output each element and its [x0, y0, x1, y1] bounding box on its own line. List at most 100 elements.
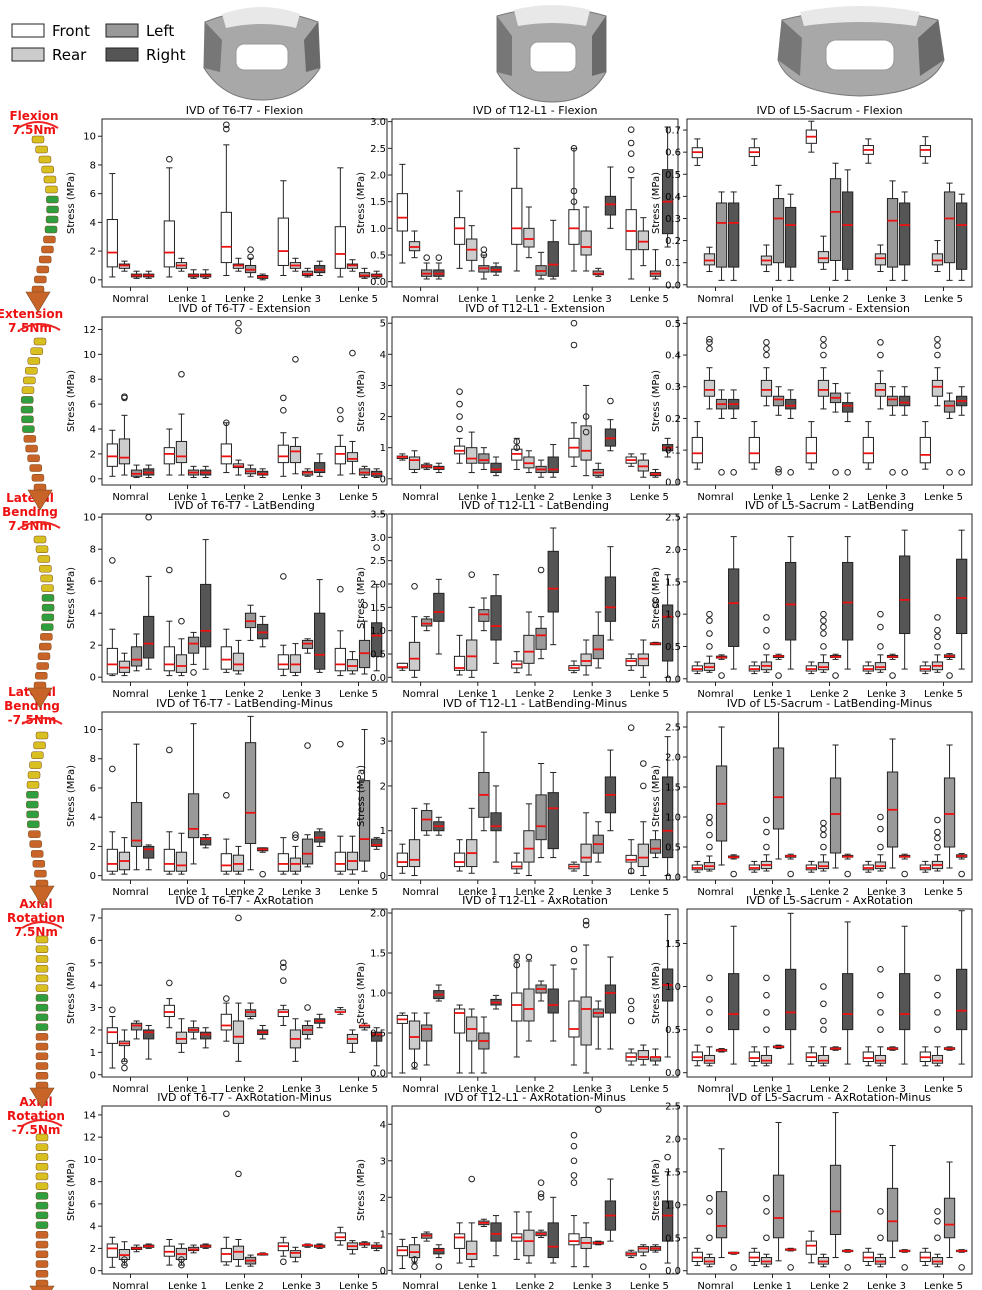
vertebra-shape: [32, 860, 46, 868]
plot-frame: [391, 513, 679, 683]
vertebra-shape: [25, 366, 38, 375]
outlier-point: [582, 428, 590, 436]
x-tick-label: Lenke 3: [282, 294, 321, 305]
outlier-point: [844, 870, 851, 878]
vertebra-shape: [35, 1023, 49, 1031]
box-iqr: [453, 1233, 466, 1249]
box-iqr: [728, 202, 740, 268]
box-iqr: [143, 1029, 155, 1040]
box-rear: [580, 1222, 592, 1268]
box-left: [244, 1254, 257, 1267]
box-front: [277, 959, 289, 1026]
vertebra-shape: [21, 386, 35, 394]
box-iqr: [466, 1240, 478, 1260]
row-label-4-line-2: Bending: [4, 699, 60, 713]
box-left: [715, 726, 728, 866]
outlier-point: [570, 1157, 578, 1165]
box-front: [568, 660, 580, 674]
row-label-2-line-2: 7.5Nm: [8, 321, 52, 335]
box-front: [334, 1226, 346, 1246]
y-tick-label: 0: [90, 474, 96, 485]
vertebra-shape: [35, 1172, 49, 1181]
box-iqr: [956, 202, 968, 270]
outlier-point: [763, 339, 770, 346]
box-left: [358, 1022, 371, 1031]
vertebra-shape: [30, 347, 44, 355]
box-rear: [466, 1175, 478, 1268]
vertebra-shape: [23, 376, 36, 385]
y-tick-label: 10: [83, 132, 96, 143]
outlier-point: [934, 1026, 941, 1033]
box-right: [490, 574, 502, 664]
vertebra-shape: [41, 603, 55, 612]
outlier-point: [280, 1258, 287, 1266]
box-right: [490, 994, 502, 1010]
y-tick-label: 10: [83, 513, 96, 524]
outlier-point: [640, 1263, 647, 1270]
y-tick-label: 1.0: [370, 626, 386, 637]
box-iqr: [371, 1031, 383, 1042]
x-tick-label: Lenke 1: [168, 1281, 207, 1290]
vertebra-shape: [35, 1192, 49, 1200]
box-iqr: [931, 253, 944, 266]
box-left: [187, 723, 200, 865]
outlier-point: [706, 335, 713, 343]
box-iqr: [490, 462, 502, 474]
sacrum-shape: [27, 687, 53, 709]
box-rear: [118, 1029, 131, 1072]
box-left: [130, 1244, 143, 1253]
box-iqr: [130, 802, 143, 847]
box-rear: [580, 639, 592, 676]
box-left: [715, 1048, 728, 1053]
outlier-point: [763, 1194, 770, 1202]
box-iqr: [748, 436, 760, 464]
box-left: [478, 447, 490, 470]
outlier-point: [259, 870, 266, 878]
x-tick-label: Lenke 2: [225, 887, 264, 898]
chart-panel-6: IVD of L5-Sacrum - Extension Stress (MPa)…: [651, 302, 973, 503]
x-tick-label: Nomral: [402, 887, 438, 898]
y-tick-label: 2.0: [665, 753, 681, 764]
box-right: [785, 853, 797, 878]
box-iqr: [408, 1244, 421, 1259]
box-right: [433, 254, 445, 280]
x-tick-label: Nomral: [697, 887, 733, 898]
outlier-point: [763, 643, 770, 650]
box-rear: [523, 1211, 535, 1264]
box-rear: [817, 235, 830, 270]
box-iqr: [289, 1250, 302, 1258]
x-tick-label: Lenke 2: [810, 1084, 849, 1095]
x-tick-label: Lenke 5: [339, 492, 378, 503]
box-front: [453, 190, 466, 269]
box-rear: [289, 831, 302, 875]
y-tick-label: 0.0: [665, 1068, 681, 1079]
chart-panel-9: IVD of L5-Sacrum - LatBending Stress (MPa…: [651, 499, 973, 700]
box-iqr: [200, 583, 212, 648]
disc-image-t6-t7: [203, 7, 321, 101]
vertebra-shape: [35, 1042, 49, 1051]
box-iqr: [421, 618, 433, 627]
chart-title: IVD of L5-Sacrum - AxRotation-Minus: [728, 1091, 931, 1104]
box-front: [277, 394, 289, 477]
x-tick-label: Lenke 3: [282, 492, 321, 503]
outlier-point: [247, 253, 254, 261]
box-right: [956, 193, 968, 281]
box-iqr: [661, 604, 674, 662]
outlier-point: [820, 1026, 827, 1033]
box-right: [143, 513, 155, 670]
outlier-point: [109, 1006, 116, 1014]
plot-frame: [686, 908, 973, 1078]
outlier-point: [121, 1064, 128, 1072]
box-front: [163, 428, 175, 476]
y-tick-label: 0.0: [665, 1266, 681, 1277]
box-iqr: [358, 780, 371, 862]
outlier-point: [166, 746, 173, 754]
box-left: [829, 653, 842, 679]
y-tick-label: 0.0: [665, 280, 681, 291]
box-iqr: [187, 793, 200, 839]
box-iqr: [547, 792, 559, 850]
box-iqr: [703, 379, 716, 397]
x-tick-label: Lenke 5: [339, 1084, 378, 1095]
plot-frame: [101, 1105, 388, 1275]
box-right: [257, 273, 269, 281]
